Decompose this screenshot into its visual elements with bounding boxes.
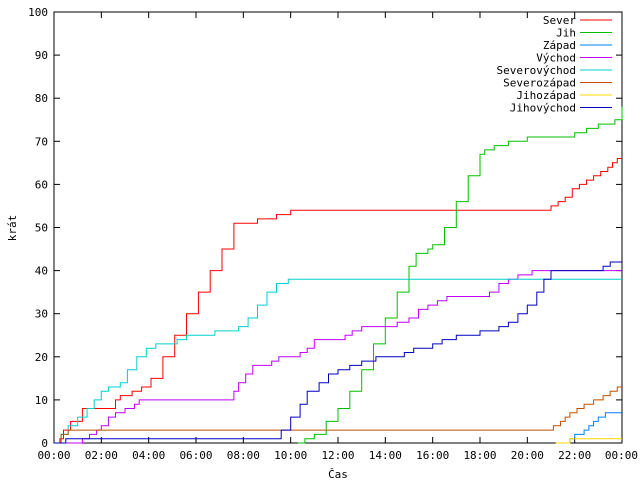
series-line-4 <box>54 270 622 444</box>
y-tick-label: 80 <box>35 92 48 105</box>
x-tick-label: 02:00 <box>85 449 118 462</box>
x-tick-label: 10:00 <box>274 449 307 462</box>
series-lines <box>54 106 623 444</box>
y-tick-label: 60 <box>35 178 48 191</box>
series-line-1 <box>54 158 622 444</box>
x-tick-label: 16:00 <box>416 449 449 462</box>
legend-label: Severozápad <box>503 77 576 90</box>
x-axis-label: Čas <box>328 468 348 480</box>
x-tick-label: 20:00 <box>511 449 544 462</box>
series-line-5 <box>54 278 622 444</box>
series-line-7 <box>555 438 622 444</box>
y-tick-label: 40 <box>35 265 48 278</box>
y-tick-label: 30 <box>35 308 48 321</box>
legend-label: Sever <box>543 14 576 27</box>
legend-label: Západ <box>543 39 576 52</box>
y-tick-label: 90 <box>35 49 48 62</box>
y-axis-label: krát <box>6 215 19 242</box>
legend-label: Východ <box>536 52 576 65</box>
x-tick-label: 04:00 <box>132 449 165 462</box>
x-tick-label: 06:00 <box>179 449 212 462</box>
series-line-8 <box>54 261 622 444</box>
series-line-2 <box>297 106 623 444</box>
x-axis-ticks: 00:00 02:00 04:00 06:00 08:00 10:00 12:00 14:00… <box>37 12 638 462</box>
x-tick-label: 00:00 <box>605 449 638 462</box>
x-tick-label: 08:00 <box>227 449 260 462</box>
series-line-6 <box>54 386 622 444</box>
legend-label: Jih <box>556 27 576 40</box>
x-tick-label: 14:00 <box>369 449 402 462</box>
y-axis-ticks: 0 10 20 30 40 50 60 70 80 90 100 <box>28 6 622 450</box>
legend-label: Severovýchod <box>497 64 576 77</box>
x-tick-label: 00:00 <box>37 449 70 462</box>
x-tick-label: 12:00 <box>321 449 354 462</box>
legend: SeverJihZápadVýchodSeverovýchodSeverozáp… <box>497 14 612 115</box>
x-tick-label: 18:00 <box>463 449 496 462</box>
legend-label: Jihovýchod <box>510 102 576 115</box>
y-tick-label: 50 <box>35 222 48 235</box>
y-tick-label: 10 <box>35 394 48 407</box>
y-tick-label: 100 <box>28 6 48 19</box>
y-tick-label: 70 <box>35 135 48 148</box>
y-tick-label: 0 <box>41 437 48 450</box>
legend-label: Jihozápad <box>516 89 576 102</box>
y-tick-label: 20 <box>35 351 48 364</box>
x-tick-label: 22:00 <box>558 449 591 462</box>
